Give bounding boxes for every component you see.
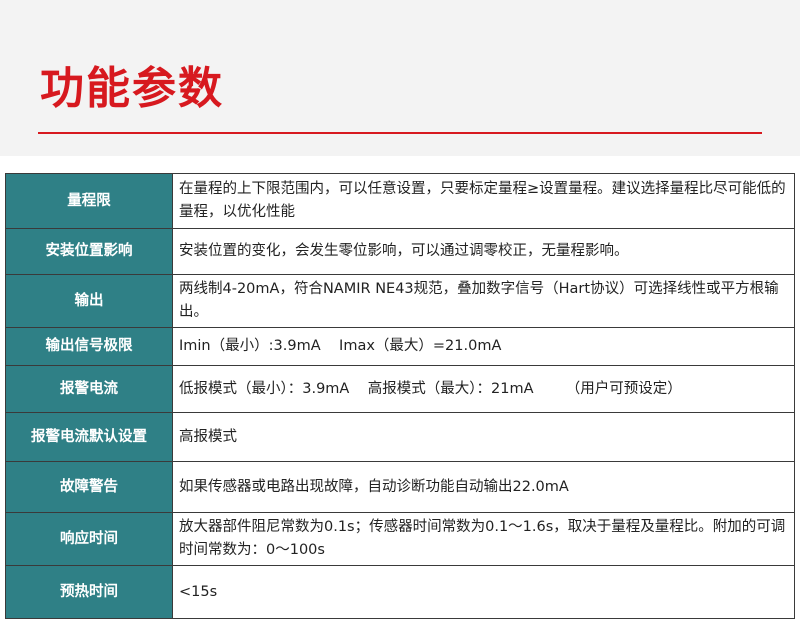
table-row: 报警电流 低报模式（最小）：3.9mA 高报模式（最大）：21mA （用户可预设定…	[5, 365, 795, 413]
row-label: 输出	[5, 274, 173, 328]
row-value: 高报模式	[172, 412, 795, 462]
row-value: <15s	[172, 565, 795, 619]
table-row: 故障警告 如果传感器或电路出现故障，自动诊断功能自动输出22.0mA	[5, 461, 795, 513]
row-value: 低报模式（最小）：3.9mA 高报模式（最大）：21mA （用户可预设定）	[172, 365, 795, 413]
row-label: 量程限	[5, 173, 173, 229]
row-label: 输出信号极限	[5, 327, 173, 366]
row-value: 两线制4-20mA，符合NAMIR NE43规范，叠加数字信号（Hart协议）可…	[172, 274, 795, 328]
row-value: Imin（最小）:3.9mA Imax（最大）=21.0mA	[172, 327, 795, 366]
row-label: 安装位置影响	[5, 228, 173, 275]
table-row: 安装位置影响 安装位置的变化，会发生零位影响，可以通过调零校正，无量程影响。	[5, 228, 795, 275]
row-label: 故障警告	[5, 461, 173, 513]
row-label: 报警电流默认设置	[5, 412, 173, 462]
row-value: 如果传感器或电路出现故障，自动诊断功能自动输出22.0mA	[172, 461, 795, 513]
table-row: 输出 两线制4-20mA，符合NAMIR NE43规范，叠加数字信号（Hart协议…	[5, 274, 795, 328]
row-label: 报警电流	[5, 365, 173, 413]
title-rule	[38, 132, 762, 134]
page-title: 功能参数	[40, 63, 224, 114]
row-value: 安装位置的变化，会发生零位影响，可以通过调零校正，无量程影响。	[172, 228, 795, 275]
row-value: 放大器部件阻尼常数为0.1s；传感器时间常数为0.1～1.6s，取决于量程及量程…	[172, 512, 795, 566]
table-row: 量程限 在量程的上下限范围内，可以任意设置，只要标定量程≥设置量程。建议选择量程比…	[5, 173, 795, 229]
row-label: 预热时间	[5, 565, 173, 619]
row-value: 在量程的上下限范围内，可以任意设置，只要标定量程≥设置量程。建议选择量程比尽可能…	[172, 173, 795, 229]
table-row: 响应时间 放大器部件阻尼常数为0.1s；传感器时间常数为0.1～1.6s，取决于量…	[5, 512, 795, 566]
header-band: 功能参数	[0, 0, 800, 156]
row-label: 响应时间	[5, 512, 173, 566]
table-row: 报警电流默认设置 高报模式	[5, 412, 795, 462]
table-row: 输出信号极限 Imin（最小）:3.9mA Imax（最大）=21.0mA	[5, 327, 795, 366]
table-row: 预热时间 <15s	[5, 565, 795, 619]
spec-table: 量程限 在量程的上下限范围内，可以任意设置，只要标定量程≥设置量程。建议选择量程比…	[5, 173, 795, 619]
